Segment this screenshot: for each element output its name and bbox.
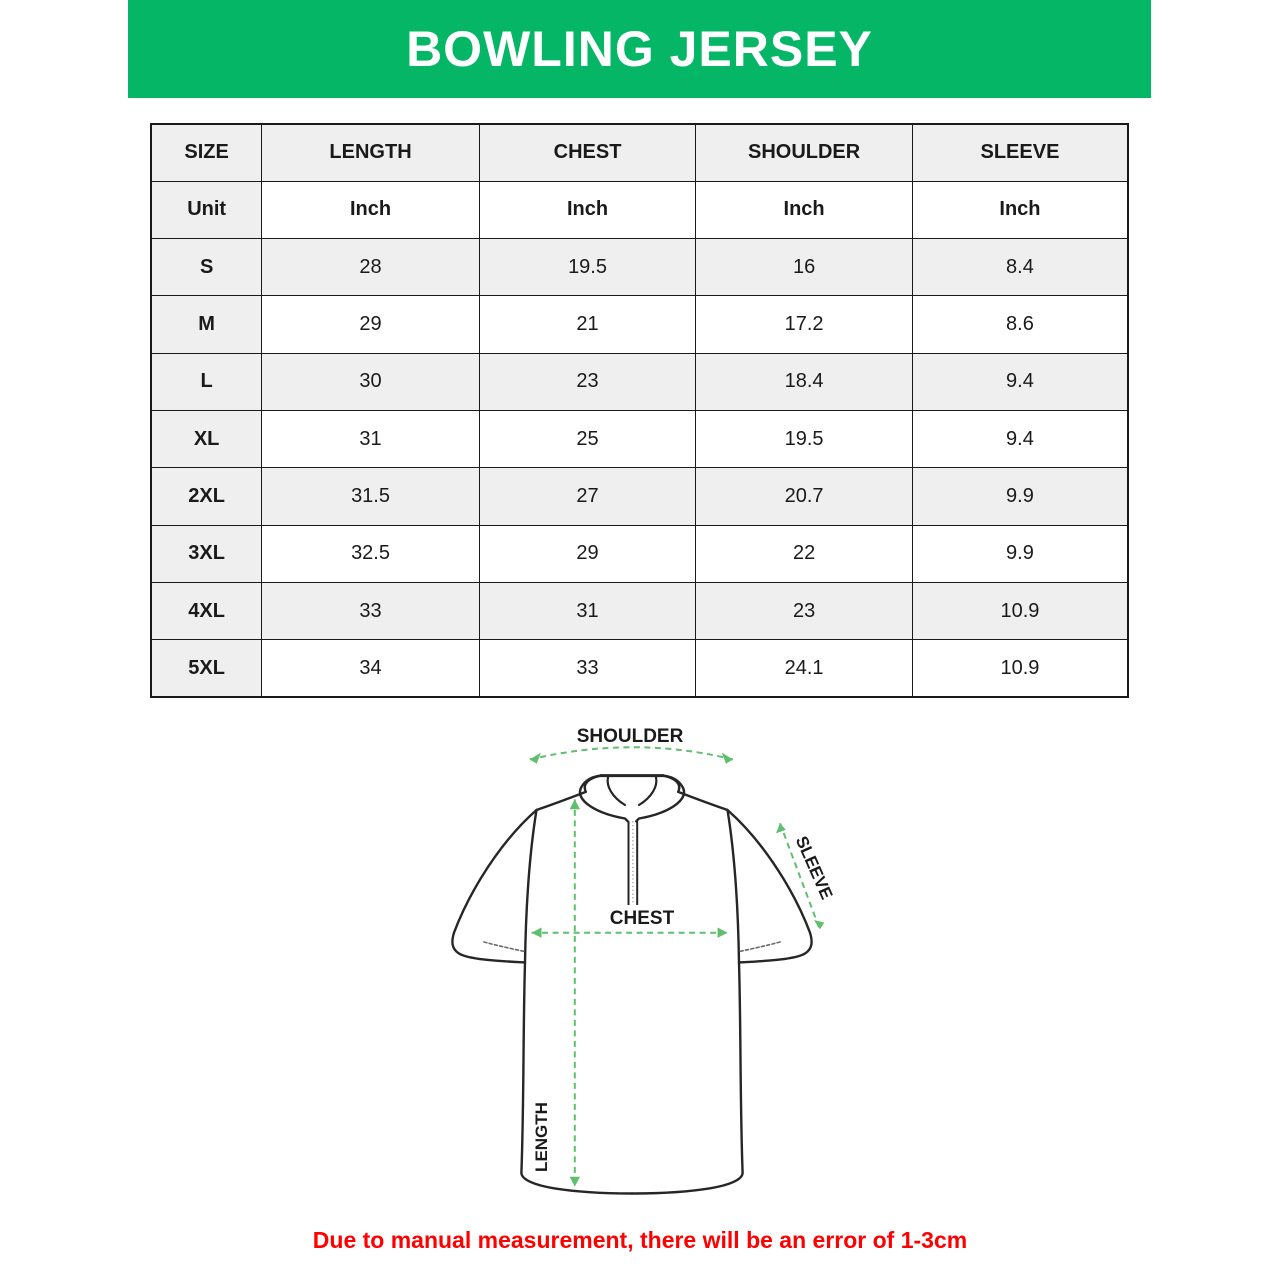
svg-text:SHOULDER: SHOULDER bbox=[577, 726, 684, 747]
svg-text:CHEST: CHEST bbox=[610, 908, 675, 929]
svg-text:LENGTH: LENGTH bbox=[532, 1102, 551, 1172]
svg-text:SLEEVE: SLEEVE bbox=[792, 833, 837, 902]
